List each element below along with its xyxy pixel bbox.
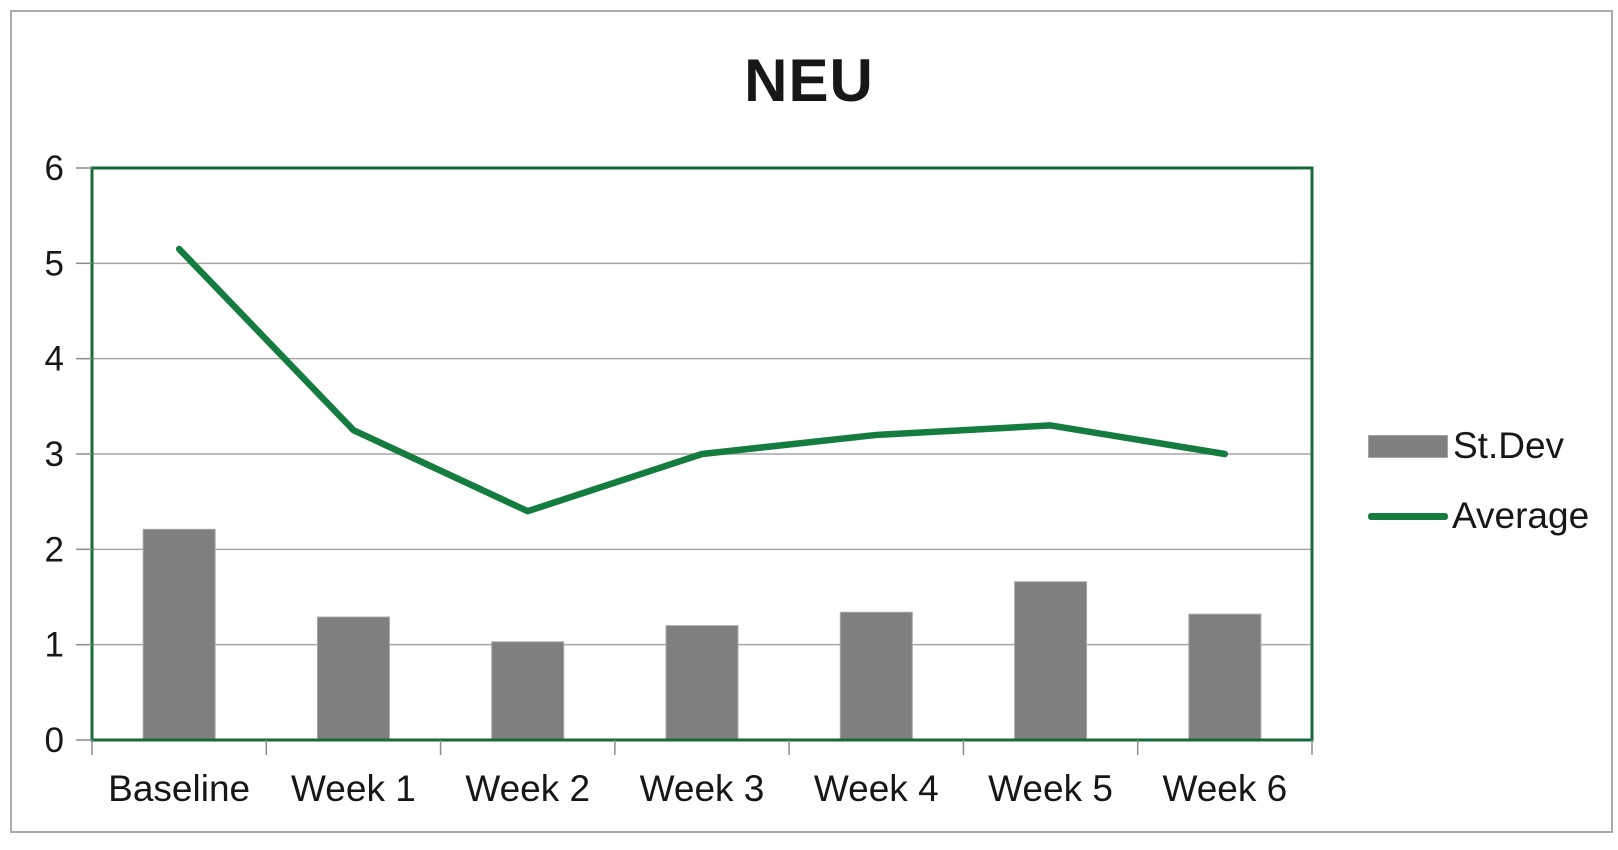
bar-stdev (665, 625, 739, 741)
x-category-label: Week 2 (465, 768, 590, 809)
x-category-label: Week 4 (814, 768, 939, 809)
x-category-label: Week 5 (988, 768, 1113, 809)
legend-label-stdev: St.Dev (1453, 425, 1565, 466)
bar-stdev (142, 528, 216, 741)
legend-bar-swatch-icon (1368, 434, 1448, 458)
y-tick-label: 3 (45, 435, 64, 474)
chart-title: NEU (744, 47, 874, 114)
bar-stdev (1188, 613, 1262, 741)
legend-item-average: Average (1368, 494, 1589, 538)
bar-stdev (491, 641, 565, 741)
bar-stdev (316, 616, 390, 741)
bar-stdev (839, 611, 913, 741)
x-category-label: Week 3 (640, 768, 765, 809)
y-tick-label: 6 (45, 149, 64, 188)
legend-label-average: Average (1452, 495, 1590, 536)
y-tick-label: 5 (45, 244, 64, 283)
x-category-label: Week 1 (291, 768, 416, 809)
average-line (175, 245, 1229, 515)
chart-frame (10, 10, 1613, 833)
y-tick-label: 4 (45, 340, 64, 379)
legend: St.Dev Average (1368, 424, 1589, 538)
x-category-label: Baseline (108, 768, 250, 809)
legend-item-stdev: St.Dev (1368, 424, 1589, 468)
y-tick-label: 2 (45, 530, 64, 569)
bar-stdev (1014, 581, 1088, 741)
legend-line-swatch-icon (1368, 512, 1448, 520)
y-tick-label: 1 (45, 626, 64, 665)
y-tick-label: 0 (45, 721, 64, 760)
x-category-label: Week 6 (1162, 768, 1287, 809)
